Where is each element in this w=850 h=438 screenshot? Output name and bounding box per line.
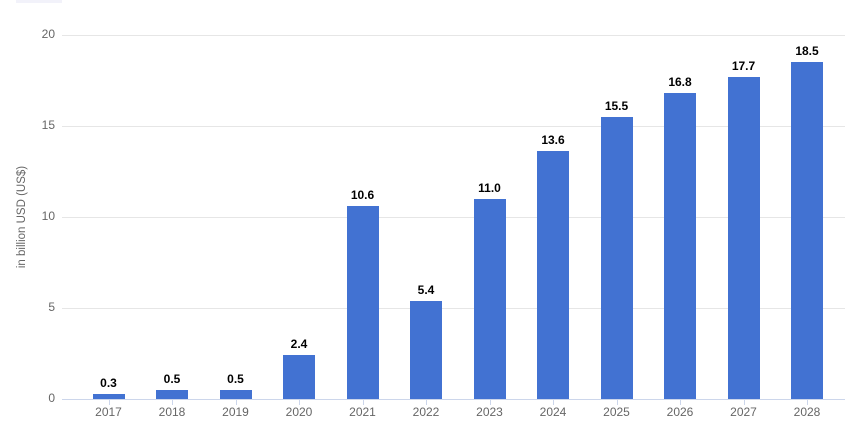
- data-label-2024: 13.6: [541, 133, 565, 148]
- bar-2018[interactable]: [156, 389, 188, 399]
- data-label-2026: 16.8: [668, 75, 692, 90]
- x-tick-2019: [235, 399, 237, 405]
- bar-2023[interactable]: [473, 198, 506, 399]
- x-label-2018: 2018: [158, 405, 186, 419]
- x-label-2026: 2026: [666, 405, 694, 419]
- data-label-2023: 11.0: [478, 180, 501, 195]
- cropped-ui-artifact: [16, 0, 62, 3]
- data-label-2018: 0.5: [163, 371, 181, 386]
- y-tick-label-15: 15: [41, 118, 55, 132]
- x-label-2023: 2023: [476, 405, 503, 419]
- x-tick-2024: [553, 399, 554, 405]
- x-label-2017: 2017: [95, 405, 122, 419]
- x-tick-2022: [426, 399, 427, 405]
- bar-2019[interactable]: [219, 389, 252, 399]
- bar-2017[interactable]: [92, 393, 125, 399]
- x-tick-2020: [299, 399, 300, 405]
- x-tick-2018: [172, 399, 173, 405]
- y-tick-label-0: 0: [48, 391, 55, 405]
- x-tick-2028: [807, 399, 808, 405]
- bar-2026[interactable]: [664, 93, 696, 399]
- data-label-2021: 10.6: [350, 188, 375, 203]
- data-label-2027: 17.7: [731, 58, 756, 73]
- y-tick-label-5: 5: [48, 300, 55, 314]
- gridline-5: [62, 307, 845, 309]
- x-label-2024: 2024: [539, 405, 567, 419]
- x-tick-2021: [362, 399, 364, 405]
- data-label-2020: 2.4: [290, 337, 308, 352]
- data-label-2028: 18.5: [795, 44, 819, 59]
- data-label-2022: 5.4: [417, 282, 435, 297]
- bar-2021[interactable]: [346, 206, 379, 399]
- x-label-2028: 2028: [793, 405, 821, 419]
- y-tick-label-20: 20: [41, 27, 55, 41]
- data-label-2025: 15.5: [604, 98, 629, 113]
- bar-2024[interactable]: [537, 151, 569, 399]
- bar-2027[interactable]: [727, 76, 760, 399]
- x-label-2025: 2025: [603, 405, 630, 419]
- gridline-20: [62, 34, 845, 36]
- x-tick-2025: [616, 399, 618, 405]
- bar-2022[interactable]: [410, 300, 442, 399]
- x-label-2020: 2020: [285, 405, 313, 419]
- bar-2025[interactable]: [600, 116, 633, 399]
- gridline-15: [62, 125, 845, 127]
- bar-2020[interactable]: [283, 355, 315, 399]
- x-tick-2027: [743, 399, 745, 405]
- bar-2028[interactable]: [791, 62, 823, 399]
- x-tick-2017: [108, 399, 110, 405]
- x-tick-2023: [489, 399, 491, 405]
- x-label-2027: 2027: [730, 405, 757, 419]
- x-label-2022: 2022: [412, 405, 440, 419]
- x-axis-line: [62, 398, 845, 400]
- plot-area: 0.3 2017 0.5 2018 0.5 2019 2.4 2020 10.6 2021 5.4 2…: [62, 34, 845, 419]
- y-tick-label-10: 10: [41, 209, 55, 223]
- x-tick-2026: [680, 399, 681, 405]
- x-label-2021: 2021: [349, 405, 376, 419]
- data-label-2017: 0.3: [100, 375, 117, 390]
- x-label-2019: 2019: [222, 405, 249, 419]
- gridline-10: [62, 216, 845, 218]
- data-label-2019: 0.5: [227, 371, 244, 386]
